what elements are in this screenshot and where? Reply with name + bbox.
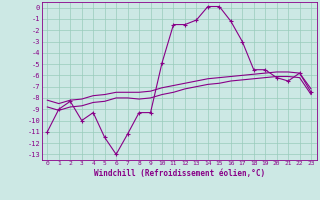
X-axis label: Windchill (Refroidissement éolien,°C): Windchill (Refroidissement éolien,°C)	[94, 169, 265, 178]
